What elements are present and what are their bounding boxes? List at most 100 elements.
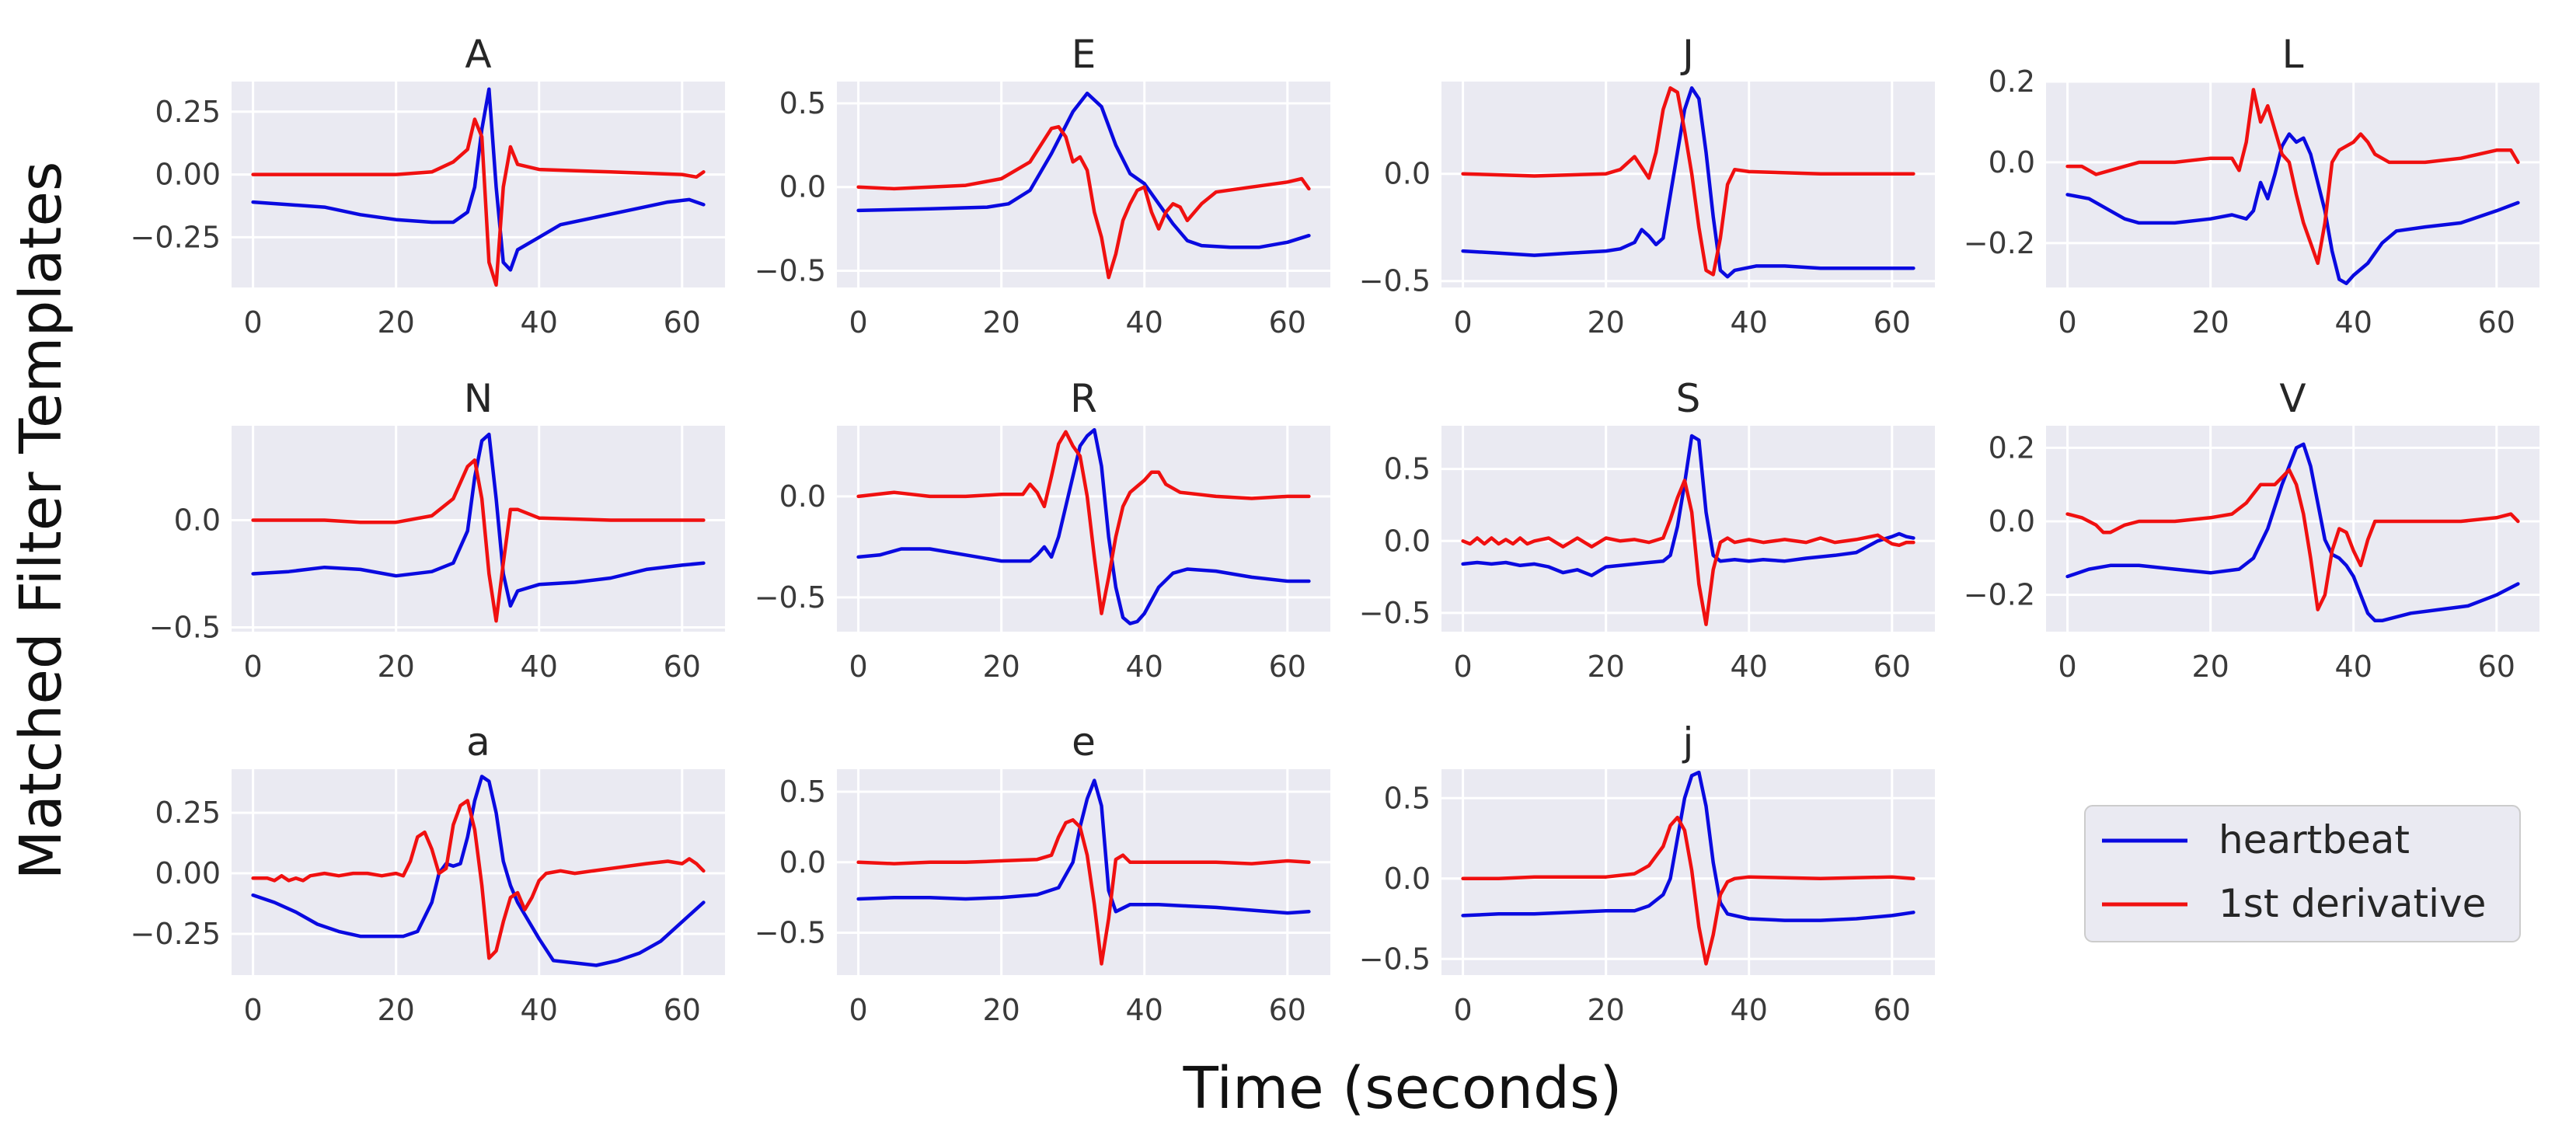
subplot-4-xtick-label: 40 [2335, 305, 2372, 340]
figure-xlabel: Time (seconds) [1183, 1055, 1623, 1122]
subplot-11-derivative-line [1461, 815, 1915, 966]
subplot-3-heartbeat-line [1461, 86, 1915, 279]
subplot-1-xtick-label: 20 [377, 305, 414, 340]
subplot-3-ytick-label: 0.0 [1384, 157, 1431, 191]
subplot-6-xtick-label: 0 [849, 650, 868, 684]
subplot-2-title: E [1072, 32, 1096, 77]
subplot-10-derivative-line [856, 818, 1311, 966]
subplot-10-ytick-label: 0.0 [779, 845, 826, 880]
subplot-11-xtick-label: 20 [1587, 993, 1624, 1027]
legend: heartbeat 1st derivative [2084, 805, 2521, 942]
subplot-3-title: J [1680, 32, 1694, 77]
subplot-8-ytick-label: −0.2 [1964, 578, 2035, 612]
subplot-11-ytick-label: −0.5 [1359, 942, 1431, 976]
subplot-9-plot-area [232, 769, 725, 975]
subplot-6-derivative-line [856, 430, 1311, 615]
subplot-9-title: a [466, 719, 490, 765]
subplot-3-xtick-label: 60 [1874, 305, 1911, 340]
subplot-7: 0 20 40 60 0.5 0.0 −0.5 S [1359, 376, 1935, 684]
subplot-6-xtick-label: 20 [982, 650, 1020, 684]
subplot-5-xtick-label: 40 [521, 650, 558, 684]
figure-ylabel: Matched Filter Templates [8, 162, 75, 880]
subplot-10-xtick-label: 60 [1269, 993, 1306, 1027]
subplot-3-xtick-label: 20 [1587, 305, 1624, 340]
subplot-4-title: L [2282, 32, 2304, 77]
subplot-9-derivative-line [251, 799, 706, 960]
subplot-2-xtick-label: 20 [982, 305, 1020, 340]
subplot-7-xtick-label: 0 [1454, 650, 1473, 684]
subplot-7-ytick-label: 0.5 [1384, 452, 1431, 486]
subplot-7-xtick-label: 20 [1587, 650, 1624, 684]
subplot-4-ytick-label: 0.0 [1989, 145, 2035, 179]
subplot-10-ytick-label: 0.5 [779, 775, 826, 809]
subplot-4-xtick-label: 60 [2478, 305, 2515, 340]
subplot-4-heartbeat-line [2065, 132, 2520, 286]
subplot-1-derivative-line [251, 117, 706, 287]
subplot-1-xtick-label: 60 [664, 305, 701, 340]
subplot-5-derivative-line [251, 458, 706, 623]
subplot-3-ytick-label: −0.5 [1359, 264, 1431, 298]
subplot-11-ytick-label: 0.0 [1384, 862, 1431, 896]
subplot-11-ytick-label: 0.5 [1384, 781, 1431, 815]
subplot-1-xtick-label: 40 [521, 305, 558, 340]
subplot-5-ytick-label: 0.0 [174, 503, 221, 537]
subplot-5: 0 20 40 60 0.0 −0.5 N [149, 376, 725, 684]
subplot-9-ytick-label: 0.25 [155, 796, 221, 830]
subplot-1-title: A [465, 32, 491, 77]
legend-heartbeat-label: heartbeat [2219, 817, 2410, 862]
subplot-8-ytick-label: 0.2 [1989, 430, 2035, 465]
subplot-10-heartbeat-line [856, 779, 1311, 915]
subplot-6-plot-area [837, 426, 1330, 632]
subplot-1-heartbeat-line [251, 87, 706, 272]
subplot-1-ytick-label: 0.25 [155, 95, 221, 129]
subplot-3-plot-area [1441, 82, 1935, 287]
subplot-4-ytick-label: −0.2 [1964, 226, 2035, 260]
subplot-8-ytick-label: 0.0 [1989, 504, 2035, 538]
subplot-6: 0 20 40 60 0.0 −0.5 R [755, 376, 1330, 684]
subplot-9: 0 20 40 60 0.25 0.00 −0.25 a [131, 719, 725, 1027]
subplot-11: 0 20 40 60 0.5 0.0 −0.5 j [1359, 719, 1935, 1027]
subplot-10: 0 20 40 60 0.5 0.0 −0.5 e [755, 719, 1330, 1027]
subplot-2-derivative-line [856, 124, 1311, 280]
subplot-2-xtick-label: 40 [1126, 305, 1163, 340]
subplot-2-ytick-label: 0.0 [779, 170, 826, 204]
subplot-7-xtick-label: 40 [1731, 650, 1768, 684]
subplot-10-title: e [1072, 719, 1096, 765]
subplot-7-heartbeat-line [1461, 434, 1915, 577]
subplot-11-plot-area [1441, 769, 1935, 975]
subplot-10-plot-area [837, 769, 1330, 975]
subplot-5-xtick-label: 0 [244, 650, 263, 684]
subplot-8-derivative-line [2065, 468, 2520, 611]
subplot-8-title: V [2279, 376, 2306, 421]
subplot-3-xtick-label: 40 [1731, 305, 1768, 340]
subplot-4-derivative-line [2065, 88, 2520, 266]
subplot-9-xtick-label: 20 [377, 993, 414, 1027]
subplot-7-xtick-label: 60 [1874, 650, 1911, 684]
subplot-8-xtick-label: 60 [2478, 650, 2515, 684]
subplot-11-xtick-label: 40 [1731, 993, 1768, 1027]
subplot-5-xtick-label: 20 [377, 650, 414, 684]
legend-derivative-label: 1st derivative [2219, 881, 2486, 926]
subplot-8: 0 20 40 60 0.2 0.0 −0.2 V [1964, 376, 2539, 684]
subplot-1-ytick-label: 0.00 [155, 158, 221, 192]
subplot-9-ytick-label: 0.00 [155, 856, 221, 890]
subplot-2-ytick-label: 0.5 [779, 86, 826, 120]
legend-frame [2084, 805, 2521, 942]
subplot-4-xtick-label: 0 [2058, 305, 2077, 340]
subplot-6-title: R [1070, 376, 1097, 421]
subplot-6-ytick-label: 0.0 [779, 479, 826, 514]
subplot-4: 0 20 40 60 0.2 0.0 −0.2 L [1964, 32, 2539, 340]
subplot-5-xtick-label: 60 [664, 650, 701, 684]
subplot-8-xtick-label: 40 [2335, 650, 2372, 684]
subplot-8-xtick-label: 0 [2058, 650, 2077, 684]
subplot-11-heartbeat-line [1461, 770, 1915, 922]
subplot-11-title: j [1682, 719, 1694, 765]
subplot-8-heartbeat-line [2065, 442, 2520, 623]
subplot-5-title: N [464, 376, 493, 421]
subplot-4-ytick-label: 0.2 [1989, 64, 2035, 99]
subplot-8-xtick-label: 20 [2191, 650, 2229, 684]
subplot-9-xtick-label: 60 [664, 993, 701, 1027]
subplot-10-ytick-label: −0.5 [755, 916, 826, 950]
